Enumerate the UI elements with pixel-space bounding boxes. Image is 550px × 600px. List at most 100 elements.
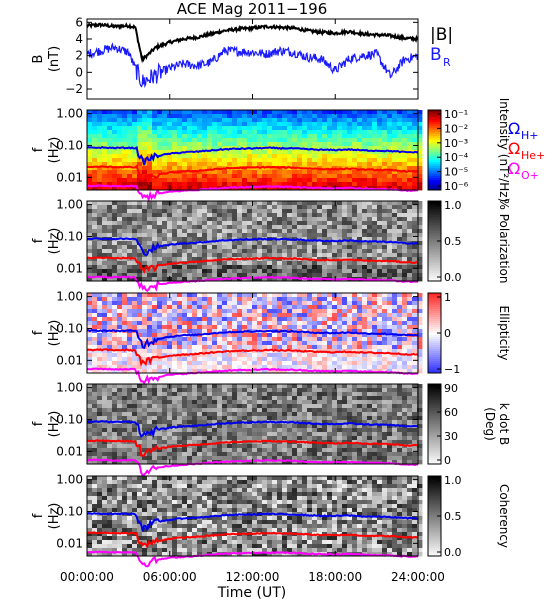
colorbar-segment	[428, 253, 441, 256]
spectrogram-cell	[87, 309, 93, 314]
spectrogram-cell	[147, 154, 153, 159]
spectrogram-cell	[332, 309, 338, 314]
spectrogram-cell	[387, 317, 393, 322]
spectrogram-cell	[162, 261, 168, 266]
spectrogram-cell	[152, 309, 158, 314]
spectrogram-cell	[217, 309, 223, 314]
spectrogram-cell	[317, 313, 323, 318]
spectrogram-cell	[187, 178, 193, 183]
spectrogram-cell	[177, 201, 183, 206]
spectrogram-cell	[182, 154, 188, 159]
spectrogram-cell	[257, 444, 263, 449]
spectrogram-cell	[122, 337, 128, 342]
spectrogram-cell	[157, 333, 163, 338]
spectrogram-cell	[137, 329, 143, 334]
spectrogram-cell	[107, 424, 113, 429]
spectrogram-cell	[157, 305, 163, 310]
colorbar-segment	[428, 329, 441, 332]
spectrogram-cell	[362, 134, 368, 139]
spectrogram-cell	[267, 162, 273, 167]
spectrogram-cell	[212, 345, 218, 350]
spectrogram-cell	[392, 341, 398, 346]
spectrogram-cell	[337, 205, 343, 210]
spectrogram-cell	[232, 301, 238, 306]
spectrogram-cell	[352, 229, 358, 234]
spectrogram-cell	[162, 448, 168, 453]
spectrogram-cell	[392, 337, 398, 342]
spectrogram-cell	[172, 209, 178, 214]
spectrogram-cell	[92, 400, 98, 405]
spectrogram-cell	[102, 253, 108, 258]
spectrogram-cell	[387, 233, 393, 238]
spectrogram-cell	[117, 444, 123, 449]
spectrogram-cell	[142, 225, 148, 230]
spectrogram-cell	[337, 138, 343, 143]
spectrogram-cell	[257, 313, 263, 318]
spectrogram-cell	[287, 321, 293, 326]
spectrogram-cell	[152, 420, 158, 425]
colorbar-segment	[428, 309, 441, 312]
spectrogram-cell	[202, 297, 208, 302]
spectrogram-cell	[162, 265, 168, 270]
spectrogram-cell	[132, 416, 138, 421]
spectrogram-cell	[287, 313, 293, 318]
spectrogram-cell	[392, 126, 398, 131]
spectrogram-cell	[352, 170, 358, 175]
colorbar-segment	[428, 160, 441, 163]
spectrogram-cell	[142, 392, 148, 397]
spectrogram-cell	[267, 365, 273, 370]
spectrogram-cell	[217, 146, 223, 151]
spectrogram-cell	[312, 365, 318, 370]
spectrogram-cell	[367, 341, 373, 346]
spectrogram-cell	[412, 118, 418, 123]
spectrogram-cell	[362, 321, 368, 326]
spectrogram-cell	[332, 170, 338, 175]
spectrogram-cell	[287, 221, 293, 226]
spectrogram-cell	[107, 400, 113, 405]
spectrogram-cell	[242, 142, 248, 147]
spectrogram-cell	[282, 301, 288, 306]
spectrogram-cell	[247, 269, 253, 274]
spectrogram-cell	[182, 142, 188, 147]
spectrogram-cell	[252, 333, 258, 338]
spectrogram-cell	[412, 245, 418, 250]
y-tick-label: 0.10	[56, 229, 83, 243]
spectrogram-cell	[322, 150, 328, 155]
spectrogram-cell	[142, 221, 148, 226]
colorbar-segment	[428, 168, 441, 171]
spectrogram-cell	[232, 170, 238, 175]
spectrogram-cell	[242, 182, 248, 187]
spectrogram-cell	[327, 317, 333, 322]
spectrogram-cell	[252, 142, 258, 147]
spectrogram-cell	[167, 134, 173, 139]
spectrogram-cell	[132, 365, 138, 370]
spectrogram-cell	[102, 261, 108, 266]
spectrogram-cell	[97, 305, 103, 310]
spectrogram-cell	[397, 134, 403, 139]
spectrogram-cell	[382, 178, 388, 183]
spectrogram-cell	[122, 174, 128, 179]
spectrogram-cell	[262, 305, 268, 310]
spectrogram-cell	[267, 265, 273, 270]
spectrogram-cell	[307, 241, 313, 246]
spectrogram-cell	[92, 182, 98, 187]
colorbar-segment	[428, 265, 441, 268]
spectrogram-cell	[247, 416, 253, 421]
spectrogram-cell	[322, 317, 328, 322]
spectrogram-cell	[167, 130, 173, 135]
spectrogram-cell	[307, 345, 313, 350]
spectrogram-cell	[237, 233, 243, 238]
spectrogram-cell	[172, 337, 178, 342]
spectrogram-cell	[172, 273, 178, 278]
spectrogram-cell	[137, 265, 143, 270]
spectrogram-cell	[107, 444, 113, 449]
spectrogram-cell	[227, 178, 233, 183]
spectrogram-cell	[197, 241, 203, 246]
spectrogram-cell	[242, 249, 248, 254]
spectrogram-cell	[252, 110, 258, 115]
spectrogram-cell	[307, 217, 313, 222]
spectrogram-cell	[397, 249, 403, 254]
spectrogram-cell	[362, 353, 368, 358]
spectrogram-cell	[262, 142, 268, 147]
spectrogram-cell	[97, 313, 103, 318]
